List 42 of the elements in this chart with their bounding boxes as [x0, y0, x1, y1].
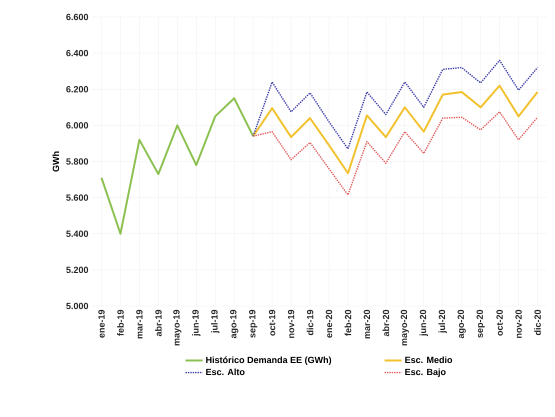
x-tick-label: dic-19: [306, 310, 314, 336]
x-tick-label: abr-20: [382, 310, 390, 336]
legend-label: Histórico Demanda EE (GWh): [206, 356, 332, 365]
y-axis-title: GWh: [52, 152, 60, 172]
x-tick-label: nov-20: [515, 310, 522, 338]
y-tick-label: 6.200: [66, 86, 88, 92]
x-tick-label: ene-20: [326, 310, 332, 338]
y-tick-label: 5.800: [66, 158, 88, 165]
line-series: [252, 111, 538, 196]
y-tick-label: 5.400: [66, 230, 88, 237]
x-tick-label: oct-19: [268, 310, 276, 336]
line-series: [252, 84, 539, 174]
x-tick-label: mar-20: [364, 310, 370, 338]
x-tick-label: jun-20: [420, 310, 428, 336]
line-series: [100, 97, 254, 235]
x-tick-label: jul-19: [211, 310, 220, 334]
y-tick-label: 6.400: [66, 50, 88, 56]
x-tick-label: mar-19: [136, 310, 143, 338]
x-tick-label: abr-19: [155, 310, 162, 336]
x-tick-label: feb-19: [117, 310, 124, 336]
x-tick-label: nov-19: [288, 310, 294, 338]
x-tick-label: sep-19: [249, 310, 258, 338]
x-tick-label: sep-20: [476, 310, 485, 338]
x-tick-label: mayo-20: [400, 310, 409, 346]
x-tick-label: ago-19: [230, 310, 238, 338]
x-tick-label: oct-20: [496, 310, 503, 336]
x-tick-label: ago-20: [458, 310, 466, 338]
y-tick-label: 6.600: [66, 14, 88, 20]
x-tick-label: feb-20: [344, 310, 352, 336]
x-tick-label: jun-19: [192, 310, 200, 336]
line-series: [252, 60, 538, 150]
legend-label: Esc. Bajo: [405, 368, 446, 377]
y-tick-label: 5.600: [66, 194, 88, 201]
legend-label: Esc. Alto: [206, 368, 245, 376]
x-tick-label: ene-19: [98, 310, 105, 338]
x-tick-label: mayo-19: [173, 310, 182, 346]
y-tick-label: 5.200: [66, 266, 88, 274]
y-tick-label: 6.000: [66, 122, 88, 129]
y-tick-label: 5.000: [66, 302, 88, 310]
x-tick-label: jul-20: [438, 310, 447, 334]
legend-label: Esc. Medio: [405, 356, 452, 364]
x-tick-label: dic-20: [534, 310, 541, 336]
